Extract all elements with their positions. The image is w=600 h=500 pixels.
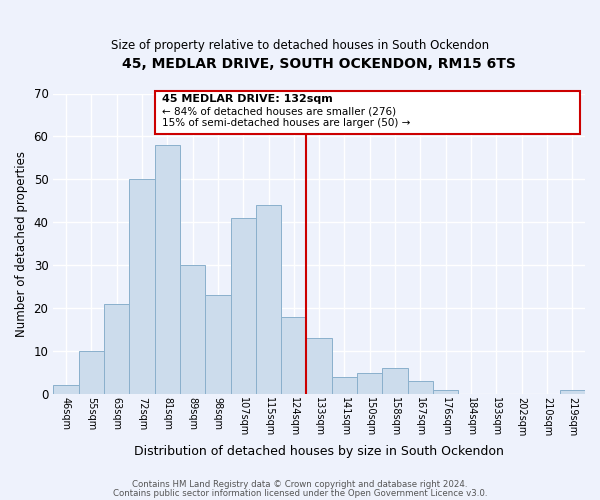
Bar	[307, 338, 332, 394]
Bar	[180, 265, 205, 394]
X-axis label: Distribution of detached houses by size in South Ockendon: Distribution of detached houses by size …	[134, 444, 504, 458]
Bar	[104, 304, 129, 394]
Bar	[560, 390, 585, 394]
Bar	[256, 205, 281, 394]
Text: ← 84% of detached houses are smaller (276): ← 84% of detached houses are smaller (27…	[162, 106, 396, 117]
Text: Size of property relative to detached houses in South Ockendon: Size of property relative to detached ho…	[111, 38, 489, 52]
Bar	[382, 368, 408, 394]
Bar	[129, 180, 155, 394]
Bar	[79, 351, 104, 394]
Text: 45 MEDLAR DRIVE: 132sqm: 45 MEDLAR DRIVE: 132sqm	[162, 94, 333, 104]
Bar	[357, 372, 382, 394]
Bar	[53, 386, 79, 394]
Bar	[205, 296, 230, 394]
Bar	[155, 145, 180, 394]
Text: 15% of semi-detached houses are larger (50) →: 15% of semi-detached houses are larger (…	[162, 118, 410, 128]
Title: 45, MEDLAR DRIVE, SOUTH OCKENDON, RM15 6TS: 45, MEDLAR DRIVE, SOUTH OCKENDON, RM15 6…	[122, 58, 516, 71]
Y-axis label: Number of detached properties: Number of detached properties	[15, 151, 28, 337]
Text: Contains HM Land Registry data © Crown copyright and database right 2024.: Contains HM Land Registry data © Crown c…	[132, 480, 468, 489]
FancyBboxPatch shape	[155, 92, 580, 134]
Bar	[230, 218, 256, 394]
Bar	[281, 316, 307, 394]
Bar	[433, 390, 458, 394]
Text: Contains public sector information licensed under the Open Government Licence v3: Contains public sector information licen…	[113, 488, 487, 498]
Bar	[408, 381, 433, 394]
Bar	[332, 377, 357, 394]
